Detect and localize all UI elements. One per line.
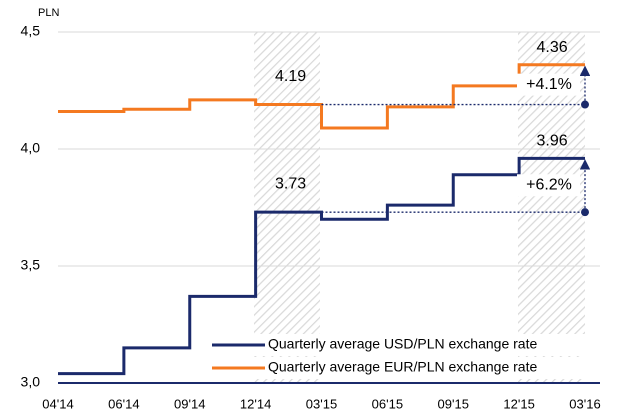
y-axis-label: PLN [38,7,59,19]
x-tick-label: 03'16 [569,396,600,411]
reference-dot [581,100,589,109]
x-tick-label: 09'15 [438,396,469,411]
annotation: 4.19 [275,68,306,85]
highlight-band [254,32,320,383]
annotation: 3.73 [275,175,306,192]
series-line [58,63,585,130]
annotation: 3.96 [536,133,567,150]
y-tick-label: 3,0 [21,374,41,390]
legend-label: Quarterly average EUR/PLN exchange rate [268,359,537,375]
x-tick-label: 09'14 [174,396,205,411]
x-tick-label: 03'15 [306,396,337,411]
annotation: +4.1% [526,76,572,93]
legend-bg [210,334,628,356]
x-tick-label: 12'15 [503,396,534,411]
annotation-bg [517,174,580,197]
legend-bg [210,357,628,379]
x-tick-label: 12'14 [240,396,271,411]
legend-label: Quarterly average USD/PLN exchange rate [268,336,537,352]
x-tick-label: 06'15 [372,396,403,411]
reference-dot [581,208,589,217]
annotation-bg [517,73,580,96]
annotation: 4.36 [536,39,567,56]
y-tick-label: 4,0 [21,140,41,156]
y-tick-label: 3,5 [21,257,41,273]
x-tick-label: 06'14 [108,396,139,411]
series-line [58,156,585,376]
x-tick-label: 04'14 [42,396,73,411]
y-tick-label: 4,5 [21,23,41,39]
annotation: +6.2% [526,176,572,193]
